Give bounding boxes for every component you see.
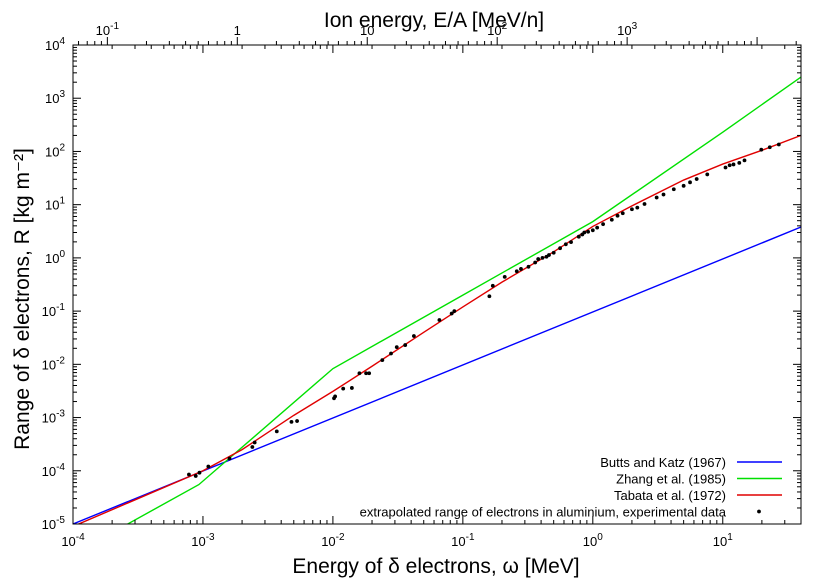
data-point xyxy=(227,456,232,461)
x2-tick-label: 1 xyxy=(234,23,241,38)
data-point xyxy=(630,207,634,212)
x2-axis-label: Ion energy, E/A [MeV/n] xyxy=(324,9,544,32)
x2-tick-label: 10 xyxy=(360,23,374,38)
data-point xyxy=(654,195,659,200)
legend: Butts and Katz (1967) Zhang et al. (1985)… xyxy=(360,455,782,520)
data-point xyxy=(250,445,255,449)
data-point xyxy=(206,464,211,469)
legend-label: extrapolated range of electrons in alumi… xyxy=(360,505,727,520)
data-point xyxy=(295,419,299,423)
data-point xyxy=(688,180,692,185)
data-point xyxy=(586,229,590,234)
data-point xyxy=(609,217,614,222)
data-point xyxy=(569,240,573,245)
data-point xyxy=(727,163,732,168)
data-point xyxy=(187,472,191,477)
data-point xyxy=(394,345,399,350)
plot-frame xyxy=(72,44,802,525)
data-point xyxy=(380,358,385,363)
data-point xyxy=(449,311,454,316)
series-line-zhang-et-al-1985 xyxy=(126,76,801,524)
data-point xyxy=(767,145,772,150)
data-point xyxy=(642,202,647,206)
data-point xyxy=(595,225,600,230)
data-point xyxy=(349,386,354,390)
data-point xyxy=(540,255,545,260)
data-point xyxy=(536,257,541,261)
data-point xyxy=(490,283,495,288)
data-point xyxy=(437,318,442,322)
data-point xyxy=(389,351,393,356)
data-point xyxy=(723,165,728,170)
data-point xyxy=(502,274,507,279)
data-point xyxy=(731,162,736,167)
data-point xyxy=(742,158,747,163)
data-point xyxy=(533,260,538,265)
legend-label: Tabata et al. (1972) xyxy=(614,488,726,503)
legend-swatch-data-point xyxy=(757,509,761,514)
data-point xyxy=(547,253,551,257)
y-axis-label: Range of δ electrons, R [kg m⁻²] xyxy=(11,148,34,450)
data-point xyxy=(671,187,676,192)
data-point xyxy=(364,371,368,376)
data-point xyxy=(412,334,416,338)
legend-label: Zhang et al. (1985) xyxy=(616,472,726,487)
data-point xyxy=(526,264,531,269)
data-point xyxy=(590,228,595,233)
data-point xyxy=(558,246,562,251)
data-point xyxy=(193,474,198,478)
data-point xyxy=(737,160,742,165)
x-axis-label: Energy of δ electrons, ω [MeV] xyxy=(292,555,579,578)
data-point xyxy=(514,269,519,274)
legend-label: Butts and Katz (1967) xyxy=(600,455,726,470)
data-point xyxy=(620,211,625,216)
data-point xyxy=(681,183,686,188)
data-point xyxy=(197,470,202,475)
data-point xyxy=(274,429,279,434)
data-point xyxy=(333,394,338,399)
data-point xyxy=(601,222,605,227)
data-point xyxy=(705,172,710,177)
data-point xyxy=(403,343,408,347)
data-point xyxy=(551,250,556,255)
data-point xyxy=(615,213,620,218)
series-line-tabata-et-al-1972 xyxy=(76,134,801,524)
data-point xyxy=(487,294,492,299)
data-point xyxy=(452,309,457,314)
data-point xyxy=(776,142,781,147)
data-point xyxy=(694,177,699,181)
data-point xyxy=(563,242,568,247)
data-point xyxy=(661,192,666,197)
data-point xyxy=(252,440,257,445)
data-point xyxy=(635,205,640,210)
data-point xyxy=(357,371,362,376)
data-point xyxy=(576,234,581,239)
data-point xyxy=(519,267,523,271)
data-point xyxy=(367,371,372,376)
data-point xyxy=(341,386,346,391)
data-point xyxy=(289,419,294,424)
series-curves xyxy=(73,76,801,524)
data-point xyxy=(582,230,587,235)
data-point xyxy=(759,147,764,152)
experimental-data-points xyxy=(187,142,781,478)
